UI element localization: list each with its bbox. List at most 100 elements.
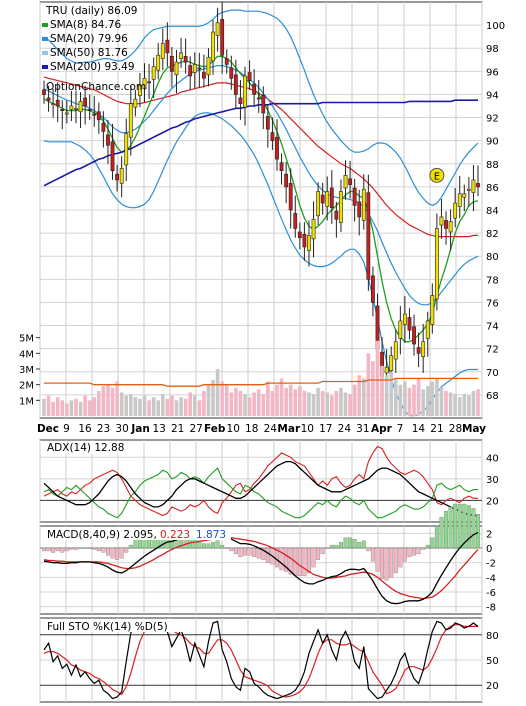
candle-body <box>284 173 289 188</box>
volume-bar <box>97 390 101 416</box>
candle-body <box>243 75 247 108</box>
legend-swatch <box>42 23 48 27</box>
volume-bar <box>435 378 439 416</box>
volume-bar <box>453 394 457 416</box>
candle-body <box>270 132 275 141</box>
candle-body <box>133 98 138 108</box>
macd-y-tick: 0 <box>486 544 492 555</box>
candle-body <box>366 192 371 280</box>
volume-bar <box>215 369 220 416</box>
candle-body <box>224 58 229 65</box>
volume-bar <box>311 394 316 416</box>
macd-histogram-bar <box>457 503 462 549</box>
macd-histogram-bar <box>229 547 234 552</box>
x-tick-label: 27 <box>189 423 202 435</box>
macd-histogram-bar <box>78 547 83 549</box>
candle-body <box>46 97 51 101</box>
volume-bar <box>156 400 161 416</box>
macd-histogram-bar <box>211 541 215 549</box>
volume-bar <box>302 390 307 416</box>
volume-average-line <box>44 377 478 387</box>
volume-bar <box>366 353 371 416</box>
candle-body <box>316 191 321 217</box>
volume-bar <box>202 390 206 416</box>
candle-body <box>320 194 325 204</box>
x-tick-label: 23 <box>97 423 110 435</box>
macd-histogram-bar <box>87 547 92 549</box>
candle-body <box>106 134 110 146</box>
price-y-tick: 72 <box>486 345 499 356</box>
volume-bar <box>462 394 467 416</box>
volume-bar <box>371 361 375 416</box>
candle-body <box>462 193 467 198</box>
volume-bar <box>393 378 398 416</box>
candle-body <box>348 178 352 185</box>
volume-bar <box>448 392 453 416</box>
candle-body <box>325 191 330 207</box>
macd-histogram-bar <box>233 547 238 555</box>
legend-label: SMA(8) 84.76 <box>50 19 121 31</box>
volume-bar <box>398 384 403 416</box>
legend-label: SMA(50) 81.76 <box>50 47 128 59</box>
candle-body <box>74 108 78 110</box>
macd-histogram-bar <box>55 547 60 552</box>
macd-histogram-bar <box>128 544 133 549</box>
candle-body <box>329 187 334 208</box>
volume-bar <box>288 384 293 416</box>
volume-bar <box>74 398 78 416</box>
volume-bar <box>174 400 179 416</box>
candle-body <box>69 105 74 110</box>
macd-histogram-bar <box>434 525 439 549</box>
macd-histogram-bar <box>284 547 289 572</box>
macd-histogram-bar <box>252 547 257 557</box>
sma50-line <box>43 76 478 238</box>
macd-histogram-bar <box>444 511 448 549</box>
candle-body <box>334 210 339 220</box>
candle-body <box>389 355 394 371</box>
x-tick-label: 7 <box>397 423 404 435</box>
candle-body <box>434 228 439 300</box>
candle-body <box>238 97 243 104</box>
candle-body <box>170 56 174 72</box>
candle-body <box>471 179 476 193</box>
volume-bar <box>129 394 133 416</box>
candle-body <box>357 201 362 218</box>
candle-body <box>393 341 398 360</box>
macd-histogram-bar <box>261 547 266 560</box>
volume-bar <box>361 378 366 416</box>
legend-swatch <box>42 51 48 55</box>
volume-bar <box>234 387 238 416</box>
volume-bar <box>444 390 448 416</box>
candle-body <box>183 56 188 63</box>
candle-body <box>407 317 412 331</box>
macd-histogram-bar <box>320 547 325 555</box>
macd-histogram-bar <box>201 543 206 549</box>
macd-y-tick: -8 <box>486 603 496 614</box>
volume-bar <box>224 384 229 416</box>
macd-histogram-bar <box>115 547 120 560</box>
volume-bar <box>457 397 462 416</box>
price-y-tick: 76 <box>486 298 499 309</box>
volume-bar <box>375 340 380 416</box>
candle-body <box>115 173 119 181</box>
macd-histogram-bar <box>302 547 307 577</box>
candle-body <box>233 74 238 95</box>
x-tick-label: 24 <box>338 423 352 435</box>
macd-histogram-bar <box>453 503 458 549</box>
volume-bar <box>124 395 129 416</box>
macd-histogram-bar <box>425 544 430 549</box>
candle-body <box>174 61 179 76</box>
volume-bar <box>51 401 55 416</box>
candle-body <box>192 64 197 73</box>
macd-histogram-bar <box>46 547 51 552</box>
sto-title: Full STO %K(14) %D(5) <box>47 621 168 633</box>
legend-label: SMA(20) 79.96 <box>50 33 128 45</box>
price-y-tick: 86 <box>486 183 499 194</box>
macd-histogram-bar <box>96 547 101 552</box>
adx-line <box>43 460 479 517</box>
macd-histogram-bar <box>106 547 110 556</box>
x-tick-label: Mar <box>277 423 301 435</box>
macd-histogram-bar <box>124 547 129 553</box>
macd-histogram-bar <box>338 541 343 549</box>
x-tick-label: 17 <box>319 423 332 435</box>
